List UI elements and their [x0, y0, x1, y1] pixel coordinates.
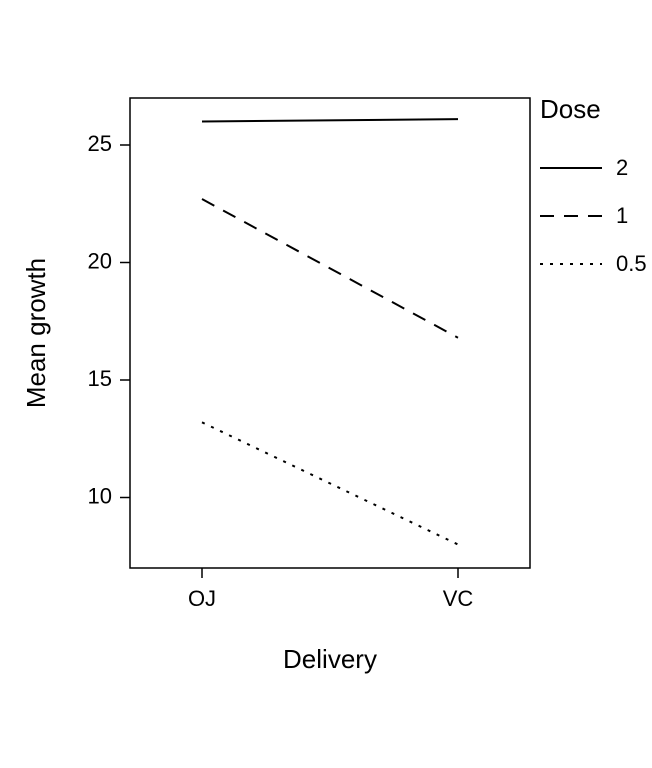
interaction-plot: 10 15 20 25 OJ VC Delivery Mean growth Dose 2 1 0.5 [0, 0, 652, 768]
x-tick-label: VC [443, 586, 474, 611]
legend-title: Dose [540, 94, 601, 124]
y-tick-label: 25 [88, 131, 112, 156]
y-tick-label: 15 [88, 366, 112, 391]
y-axis-label: Mean growth [21, 258, 51, 408]
legend-label: 0.5 [616, 251, 647, 276]
legend-label: 1 [616, 203, 628, 228]
chart-container: 10 15 20 25 OJ VC Delivery Mean growth Dose 2 1 0.5 [0, 0, 652, 768]
y-tick-label: 10 [88, 483, 112, 508]
x-tick-label: OJ [188, 586, 216, 611]
legend-label: 2 [616, 155, 628, 180]
y-tick-label: 20 [88, 248, 112, 273]
x-axis-label: Delivery [283, 644, 377, 674]
